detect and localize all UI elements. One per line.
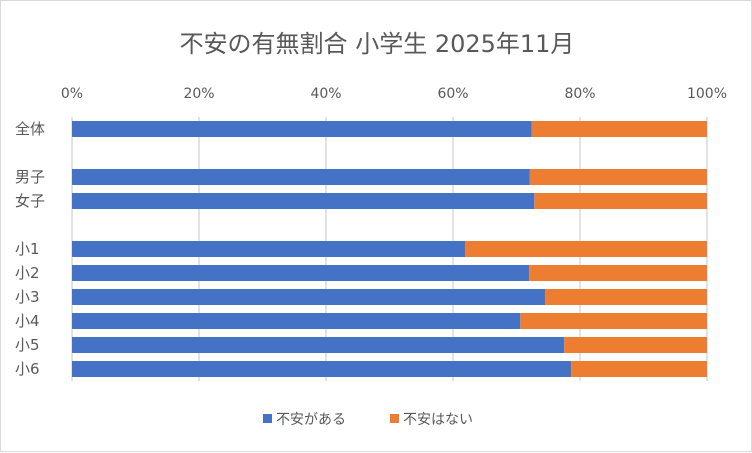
category-label: 小5 <box>15 336 40 354</box>
bar-segment-anxious <box>72 313 521 329</box>
bar-segment-anxious <box>72 121 532 137</box>
bar-segment-not-anxious <box>534 193 707 209</box>
bar-segment-not-anxious <box>571 361 707 377</box>
bar-segment-anxious <box>72 193 535 209</box>
bar-segment-anxious <box>72 265 530 281</box>
bar-segment-not-anxious <box>564 337 707 353</box>
x-tick-label: 20% <box>183 86 214 102</box>
bar-segment-not-anxious <box>520 313 707 329</box>
category-label: 男子 <box>15 168 45 186</box>
bar-segment-not-anxious <box>531 121 707 137</box>
category-label: 小1 <box>15 240 40 258</box>
x-tick-label: 100% <box>687 86 727 102</box>
x-tick-label: 0% <box>61 86 83 102</box>
x-tick-label: 80% <box>564 86 595 102</box>
bar-segment-not-anxious <box>529 265 707 281</box>
bar-segment-anxious <box>72 289 546 305</box>
chart-title: 不安の有無割合 小学生 2025年11月 <box>180 30 575 58</box>
bar-segment-anxious <box>72 169 530 185</box>
x-tick-label: 40% <box>310 86 341 102</box>
category-label: 小2 <box>15 264 40 282</box>
category-label: 女子 <box>15 192 45 210</box>
x-tick-label: 60% <box>437 86 468 102</box>
bar-segment-not-anxious <box>465 241 707 257</box>
category-label: 全体 <box>15 120 45 138</box>
legend-label: 不安がある <box>276 412 346 428</box>
bar-segment-anxious <box>72 361 572 377</box>
category-label: 小6 <box>15 360 40 378</box>
legend-swatch <box>390 414 399 423</box>
category-label: 小3 <box>15 288 40 306</box>
bar-segment-not-anxious <box>545 289 707 305</box>
bar-segment-anxious <box>72 241 466 257</box>
bar-segment-not-anxious <box>529 169 707 185</box>
category-label: 小4 <box>15 312 40 330</box>
bar-segment-anxious <box>72 337 565 353</box>
legend-swatch <box>263 414 272 423</box>
legend-label: 不安はない <box>403 412 473 428</box>
